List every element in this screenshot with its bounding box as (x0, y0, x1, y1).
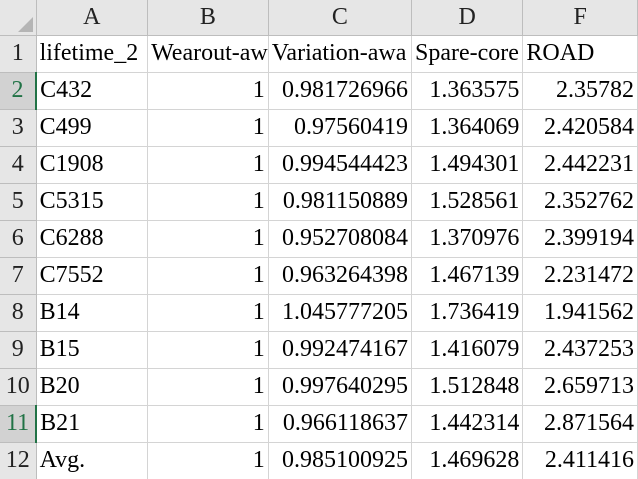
row-header[interactable]: 4 (0, 146, 37, 184)
cell[interactable]: 2.411416 (522, 442, 638, 479)
cell[interactable]: 1.512848 (411, 368, 524, 406)
row-header[interactable]: 8 (0, 294, 37, 332)
table-row: 2 C432 1 0.981726966 1.363575 2.35782 (0, 72, 638, 110)
cell[interactable]: Avg. (36, 442, 149, 479)
cell[interactable]: C499 (36, 109, 149, 147)
cell[interactable]: 1.442314 (411, 405, 524, 443)
row-header[interactable]: 12 (0, 442, 37, 479)
cell[interactable]: 1 (147, 220, 269, 258)
cell[interactable]: 0.952708084 (268, 220, 412, 258)
select-all-corner[interactable] (0, 0, 37, 36)
cell[interactable]: 1.528561 (411, 183, 524, 221)
table-row: 7 C7552 1 0.963264398 1.467139 2.231472 (0, 257, 638, 295)
table-row: 11 B21 1 0.966118637 1.442314 2.871564 (0, 405, 638, 443)
row-header[interactable]: 6 (0, 220, 37, 258)
worksheet-body: 1 lifetime_2 Wearout-aw Variation-awa Spare-… (0, 35, 638, 479)
cell[interactable]: 0.981726966 (268, 72, 412, 110)
table-row: 4 C1908 1 0.994544423 1.494301 2.442231 (0, 146, 638, 184)
row-header[interactable]: 10 (0, 368, 37, 406)
cell[interactable]: 0.994544423 (268, 146, 412, 184)
table-row: 5 C5315 1 0.981150889 1.528561 2.352762 (0, 183, 638, 221)
cell[interactable]: Spare-core (411, 35, 524, 73)
column-header-row: A B C D F (0, 0, 638, 36)
table-row: 9 B15 1 0.992474167 1.416079 2.437253 (0, 331, 638, 369)
cell[interactable]: 1.941562 (522, 294, 638, 332)
cell[interactable]: 1 (147, 294, 269, 332)
cell[interactable]: 2.442231 (522, 146, 638, 184)
cell[interactable]: B15 (36, 331, 149, 369)
table-row: 3 C499 1 0.97560419 1.364069 2.420584 (0, 109, 638, 147)
cell[interactable]: 1 (147, 72, 269, 110)
cell[interactable]: C7552 (36, 257, 149, 295)
cell[interactable]: 0.966118637 (268, 405, 412, 443)
cell[interactable]: 0.981150889 (268, 183, 412, 221)
cell[interactable]: C5315 (36, 183, 149, 221)
cell[interactable]: B21 (36, 405, 149, 443)
cell[interactable]: 0.992474167 (268, 331, 412, 369)
cell[interactable]: 1.494301 (411, 146, 524, 184)
row-header[interactable]: 5 (0, 183, 37, 221)
cell[interactable]: B20 (36, 368, 149, 406)
cell[interactable]: 2.659713 (522, 368, 638, 406)
table-row: 12 Avg. 1 0.985100925 1.469628 2.411416 (0, 442, 638, 479)
cell[interactable]: C1908 (36, 146, 149, 184)
cell[interactable]: 1 (147, 442, 269, 479)
cell[interactable]: 1.370976 (411, 220, 524, 258)
cell[interactable]: Wearout-aw (147, 35, 269, 73)
cell[interactable]: 1 (147, 405, 269, 443)
row-header[interactable]: 1 (0, 35, 37, 73)
table-row: 8 B14 1 1.045777205 1.736419 1.941562 (0, 294, 638, 332)
cell[interactable]: 2.231472 (522, 257, 638, 295)
cell[interactable]: Variation-awa (268, 35, 412, 73)
row-header[interactable]: 2 (0, 72, 38, 110)
cell[interactable]: C6288 (36, 220, 149, 258)
row-header[interactable]: 11 (0, 405, 38, 443)
cell[interactable]: 0.997640295 (268, 368, 412, 406)
cell[interactable]: C432 (36, 72, 149, 110)
cell[interactable]: 1 (147, 331, 269, 369)
cell[interactable]: 1.469628 (411, 442, 524, 479)
table-row: 10 B20 1 0.997640295 1.512848 2.659713 (0, 368, 638, 406)
cell[interactable]: 2.352762 (522, 183, 638, 221)
cell[interactable]: 2.420584 (522, 109, 638, 147)
cell[interactable]: 1 (147, 146, 269, 184)
cell[interactable]: 1.416079 (411, 331, 524, 369)
cell[interactable]: lifetime_2 (36, 35, 149, 73)
cell[interactable]: 0.97560419 (268, 109, 412, 147)
cell[interactable]: B14 (36, 294, 149, 332)
column-header-d[interactable]: D (411, 0, 524, 36)
cell[interactable]: 1.736419 (411, 294, 524, 332)
cell[interactable]: 0.963264398 (268, 257, 412, 295)
cell[interactable]: 1.467139 (411, 257, 524, 295)
row-header[interactable]: 3 (0, 109, 37, 147)
cell[interactable]: 2.399194 (522, 220, 638, 258)
cell[interactable]: 1.364069 (411, 109, 524, 147)
column-header-f[interactable]: F (522, 0, 638, 36)
cell[interactable]: 2.871564 (522, 405, 638, 443)
table-row: 6 C6288 1 0.952708084 1.370976 2.399194 (0, 220, 638, 258)
select-all-triangle-icon (17, 16, 33, 32)
column-header-b[interactable]: B (147, 0, 269, 36)
cell[interactable]: ROAD (522, 35, 638, 73)
cell[interactable]: 1 (147, 368, 269, 406)
cell[interactable]: 2.35782 (522, 72, 638, 110)
cell[interactable]: 1 (147, 183, 269, 221)
row-header[interactable]: 9 (0, 331, 37, 369)
cell[interactable]: 1 (147, 109, 269, 147)
row-header[interactable]: 7 (0, 257, 37, 295)
column-header-c[interactable]: C (268, 0, 412, 36)
cell[interactable]: 1.363575 (411, 72, 524, 110)
column-header-a[interactable]: A (36, 0, 149, 36)
cell[interactable]: 2.437253 (522, 331, 638, 369)
cell[interactable]: 0.985100925 (268, 442, 412, 479)
table-row: 1 lifetime_2 Wearout-aw Variation-awa Spare-… (0, 35, 638, 73)
cell[interactable]: 1 (147, 257, 269, 295)
cell[interactable]: 1.045777205 (268, 294, 412, 332)
